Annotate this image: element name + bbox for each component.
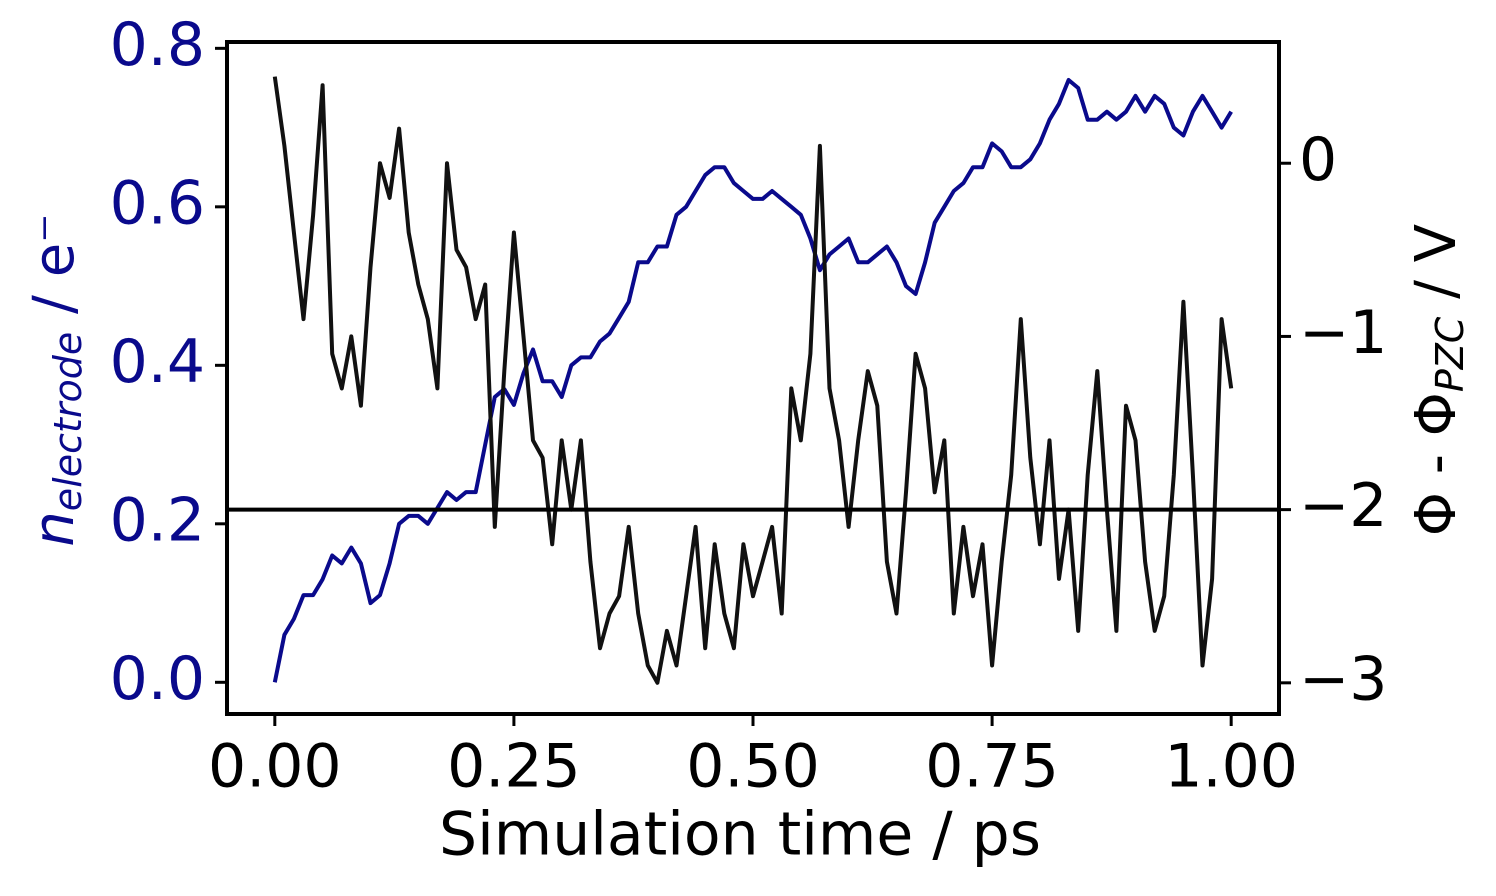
y2-axis-label: Φ - ΦPZC / V <box>1404 224 1471 536</box>
y-label-main: n <box>22 511 87 547</box>
y2-tick-label: −2 <box>1299 471 1387 541</box>
y-axis-label: nelectrode / e⁻ <box>22 213 89 546</box>
y-tick-label: 0.4 <box>110 327 205 397</box>
y2-label-rest: / V <box>1404 224 1469 317</box>
y2-tick-label: −3 <box>1299 644 1387 714</box>
x-tick-label: 0.00 <box>208 732 342 802</box>
plot-frame <box>225 40 1281 716</box>
x-tick-label: 1.00 <box>1164 732 1298 802</box>
y2-tick-label: −1 <box>1299 298 1387 368</box>
y-label-sub: electrode <box>46 332 90 511</box>
data-line <box>272 78 1233 683</box>
y-tick-label: 0.2 <box>110 485 205 555</box>
x-tick-label: 0.50 <box>686 732 820 802</box>
y2-label-sub: PZC <box>1428 316 1472 392</box>
y-tick-label: 0.0 <box>110 644 205 714</box>
y-label-rest: / e⁻ <box>22 213 87 331</box>
data-line <box>272 76 1234 685</box>
x-axis-label: Simulation time / ps <box>439 800 1041 870</box>
x-tick-label: 0.75 <box>925 732 1059 802</box>
y2-label-main: Φ - Φ <box>1404 392 1469 536</box>
y-tick-label: 0.6 <box>110 168 205 238</box>
y-tick-label: 0.8 <box>110 10 205 80</box>
y2-tick-label: 0 <box>1299 125 1337 195</box>
x-tick-label: 0.25 <box>447 732 581 802</box>
